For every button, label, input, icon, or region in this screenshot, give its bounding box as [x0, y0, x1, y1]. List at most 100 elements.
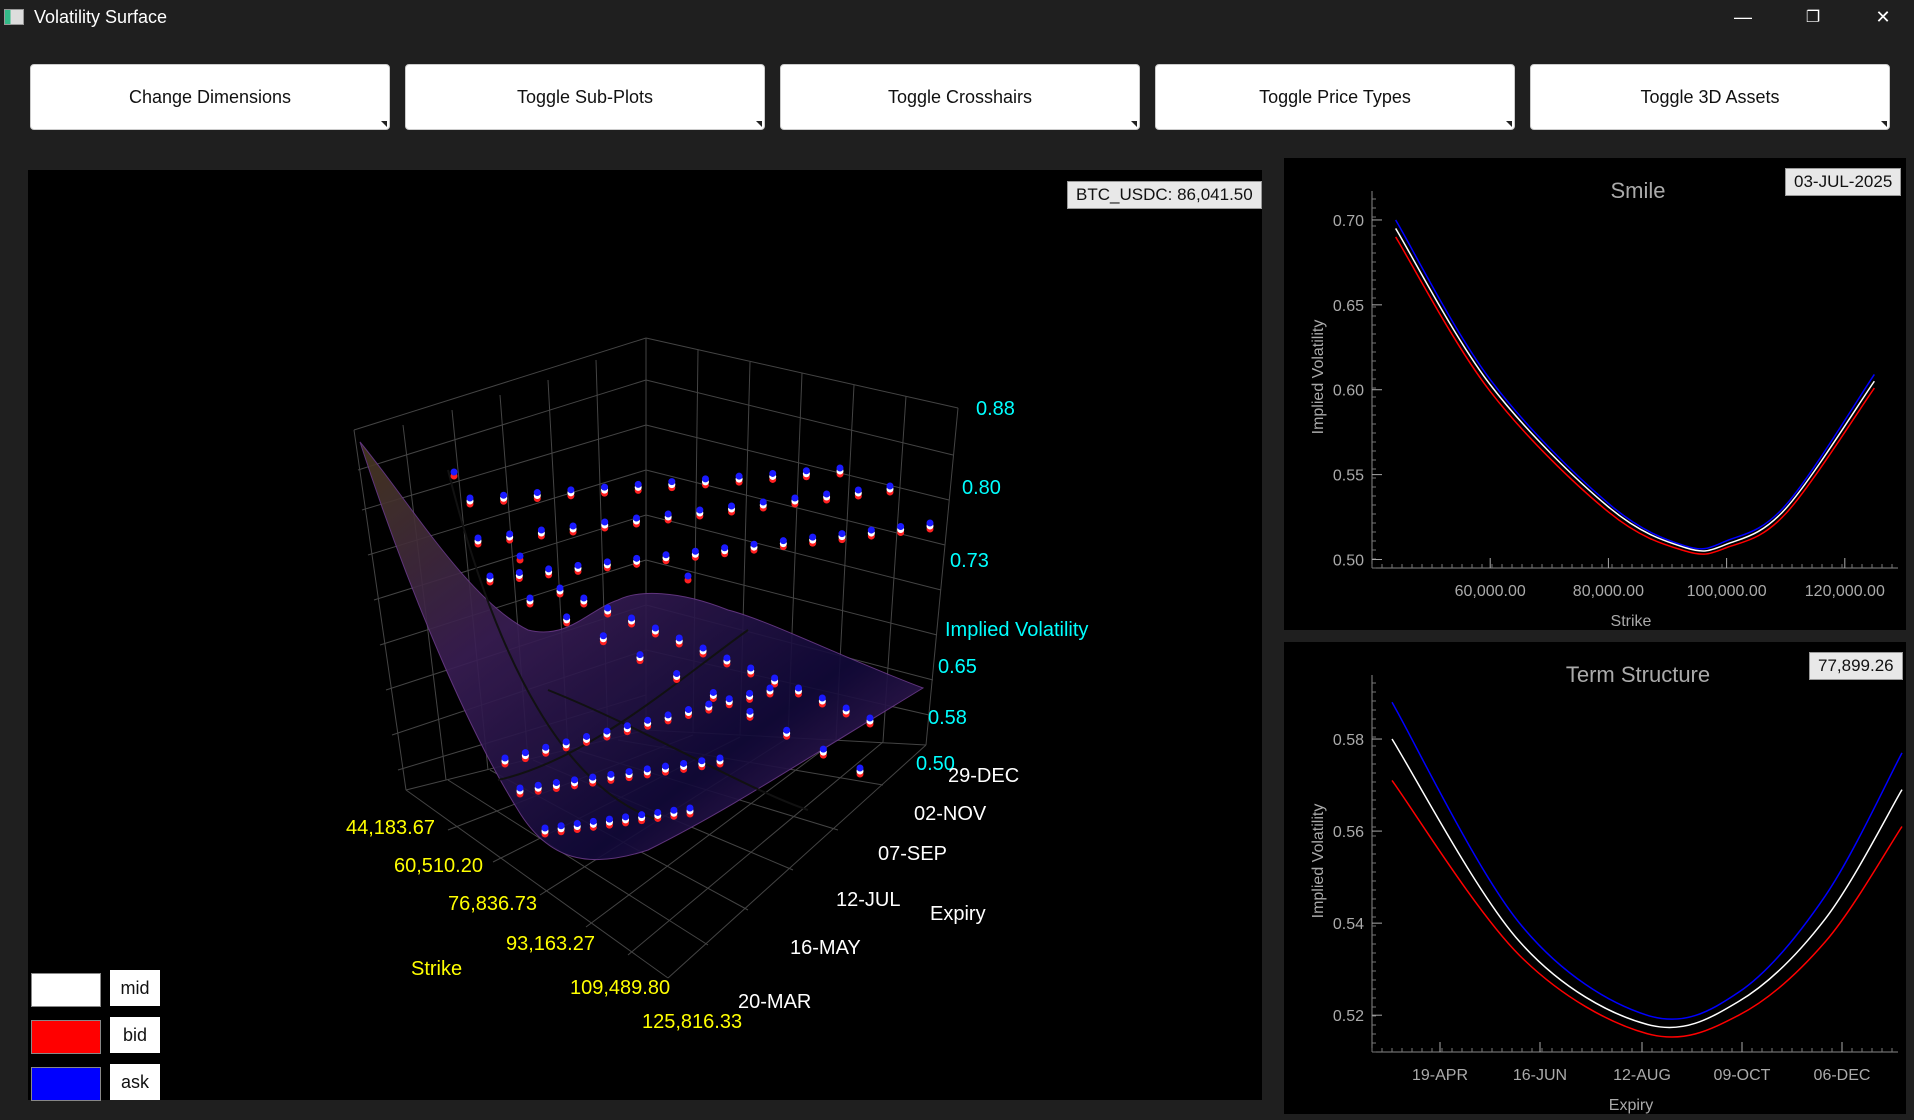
- ask-point: [856, 764, 864, 772]
- ask-point: [542, 743, 550, 751]
- ask-point: [601, 483, 609, 491]
- ask-point: [541, 824, 549, 832]
- spot-price-label: BTC_USDC: 86,041.50: [1067, 181, 1262, 209]
- restore-button[interactable]: ❐: [1805, 9, 1821, 26]
- series-line: [1391, 701, 1903, 1020]
- toggle-price-types-button[interactable]: Toggle Price Types: [1155, 64, 1515, 130]
- series-line: [1394, 219, 1875, 550]
- ask-point: [571, 776, 579, 784]
- y-tick-label: 0.52: [1333, 1008, 1364, 1025]
- ask-point: [673, 670, 681, 678]
- y-tick-label: 0.70: [1333, 213, 1364, 230]
- ask-point: [603, 727, 611, 735]
- ask-point: [750, 540, 758, 548]
- ask-point: [728, 502, 736, 510]
- ask-point: [607, 770, 615, 778]
- ask-point: [769, 469, 777, 477]
- toggle-sub-plots-button[interactable]: Toggle Sub-Plots: [405, 64, 765, 130]
- ask-point: [516, 552, 524, 560]
- ask-point: [746, 707, 754, 715]
- y-tick-label: 0.60: [1333, 383, 1364, 400]
- strike-tick-label: 60,510.20: [394, 855, 483, 877]
- button-label: Toggle Crosshairs: [887, 86, 1033, 107]
- expiry-axis-label: Expiry: [930, 903, 986, 925]
- ask-point: [486, 572, 494, 580]
- ask-point: [716, 754, 724, 762]
- ask-point: [556, 584, 564, 592]
- app-icon: [4, 9, 24, 25]
- ask-point: [723, 654, 731, 662]
- term-structure-chart[interactable]: Term Structure 0.58 0.56 0.54 0.52 19-APR 16-J…: [1284, 642, 1906, 1114]
- ask-point: [638, 811, 646, 819]
- ask-point: [661, 762, 669, 770]
- ask-point: [670, 806, 678, 814]
- ask-point: [802, 467, 810, 475]
- surface-contour-line: [547, 689, 809, 811]
- button-label: Toggle 3D Assets: [1640, 86, 1780, 107]
- ask-point: [735, 472, 743, 480]
- ask-point: [632, 514, 640, 522]
- smile-chart-panel[interactable]: Smile 0.70 0.65 0.60 0.55 0.50 60,000.00 80,000…: [1284, 158, 1906, 630]
- ask-point: [604, 604, 612, 612]
- ask-point: [686, 804, 694, 812]
- series-line: [1394, 228, 1875, 552]
- series-line: [1391, 780, 1903, 1038]
- minimize-button[interactable]: —: [1734, 6, 1752, 27]
- iv-axis-label: Implied Volatility: [945, 619, 1088, 641]
- ask-point: [791, 494, 799, 502]
- term-strike-label: 77,899.26: [1809, 652, 1903, 680]
- expiry-tick-label: 16-MAY: [790, 937, 861, 959]
- x-tick-label: 12-AUG: [1613, 1067, 1671, 1084]
- change-dimensions-button[interactable]: Change Dimensions: [30, 64, 390, 130]
- ask-point: [574, 561, 582, 569]
- iv-tick-label: 0.58: [928, 707, 967, 729]
- ask-point: [557, 822, 565, 830]
- strike-tick-label: 76,836.73: [448, 893, 537, 915]
- ask-point: [506, 530, 514, 538]
- surface-3d-view[interactable]: 0.88 0.80 0.73 Implied Volatility 0.65 0…: [28, 170, 1262, 1100]
- expiry-axis: 29-DEC 02-NOV 07-SEP 12-JUL Expiry 16-MA…: [738, 765, 1019, 1013]
- close-button[interactable]: ✕: [1875, 6, 1891, 27]
- y-axis-label: Implied Volatility: [1310, 320, 1327, 435]
- ask-point: [838, 530, 846, 538]
- ask-point: [474, 534, 482, 542]
- strike-tick-label: 44,183.67: [346, 817, 435, 839]
- ask-point: [771, 674, 779, 682]
- x-tick-label: 16-JUN: [1513, 1067, 1567, 1084]
- ask-point: [747, 664, 755, 672]
- ask-point: [644, 716, 652, 724]
- strike-axis: 44,183.67 60,510.20 76,836.73 93,163.27 …: [346, 817, 742, 1033]
- ask-point: [516, 784, 524, 792]
- ask-point: [886, 482, 894, 490]
- surface-plot-panel[interactable]: 0.88 0.80 0.73 Implied Volatility 0.65 0…: [28, 170, 1262, 1101]
- ask-point: [634, 480, 642, 488]
- iv-tick-label: 0.50: [916, 753, 955, 775]
- iv-axis: 0.88 0.80 0.73 Implied Volatility 0.65 0…: [916, 398, 1088, 775]
- ask-point: [651, 624, 659, 632]
- x-tick-label: 06-DEC: [1814, 1067, 1871, 1084]
- ask-point: [668, 478, 676, 486]
- ask-point: [691, 547, 699, 555]
- ask-point: [603, 558, 611, 566]
- toggle-3d-assets-button[interactable]: Toggle 3D Assets: [1530, 64, 1890, 130]
- ask-point: [783, 726, 791, 734]
- ask-point: [466, 494, 474, 502]
- ask-point: [521, 749, 529, 757]
- ask-point: [705, 700, 713, 708]
- ask-point: [623, 722, 631, 730]
- expiry-tick-label: 02-NOV: [914, 803, 987, 825]
- series-line: [1391, 738, 1903, 1029]
- x-tick-label: 19-APR: [1412, 1067, 1468, 1084]
- legend-label-ask: ask: [110, 1064, 160, 1100]
- ask-point: [534, 781, 542, 789]
- strike-axis-label: Strike: [411, 958, 462, 980]
- ask-point: [721, 544, 729, 552]
- ask-point: [709, 688, 717, 696]
- x-tick-label: 120,000.00: [1805, 583, 1885, 600]
- term-structure-chart-panel[interactable]: Term Structure 0.58 0.56 0.54 0.52 19-APR 16-J…: [1284, 642, 1906, 1114]
- ask-point: [501, 754, 509, 762]
- ask-point: [589, 817, 597, 825]
- ask-point: [696, 506, 704, 514]
- smile-chart[interactable]: Smile 0.70 0.65 0.60 0.55 0.50 60,000.00 80,000…: [1284, 158, 1906, 630]
- toggle-crosshairs-button[interactable]: Toggle Crosshairs: [780, 64, 1140, 130]
